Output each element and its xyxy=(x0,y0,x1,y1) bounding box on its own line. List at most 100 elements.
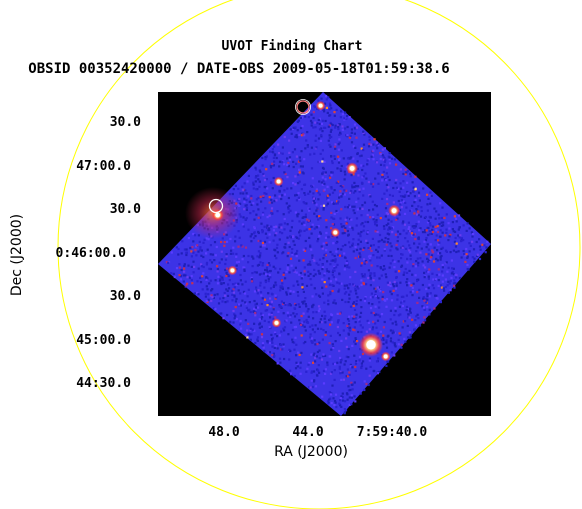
noise-pixel xyxy=(348,116,351,119)
noise-pixel xyxy=(214,254,217,257)
noise-pixel xyxy=(270,207,274,210)
noise-pixel xyxy=(204,295,207,298)
noise-pixel xyxy=(261,314,264,317)
noise-pixel xyxy=(420,206,423,209)
noise-pixel xyxy=(328,391,331,394)
noise-pixel xyxy=(409,291,412,294)
noise-pixel xyxy=(253,299,256,303)
noise-pixel xyxy=(307,270,310,273)
noise-pixel xyxy=(466,263,469,267)
noise-pixel xyxy=(321,172,324,175)
noise-pixel xyxy=(317,305,321,308)
noise-pixel xyxy=(362,258,366,261)
noise-pixel xyxy=(437,279,440,282)
noise-pixel xyxy=(190,279,193,282)
noise-pixel xyxy=(265,192,268,195)
noise-pixel xyxy=(279,343,282,346)
noise-pixel xyxy=(304,215,307,219)
noise-pixel xyxy=(229,321,232,324)
noise-pixel xyxy=(312,200,315,203)
noise-pixel xyxy=(335,266,338,269)
noise-pixel xyxy=(298,220,301,223)
noise-pixel xyxy=(309,119,313,122)
noise-pixel xyxy=(312,354,315,357)
noise-pixel xyxy=(439,252,442,255)
noise-pixel xyxy=(325,219,328,222)
noise-pixel xyxy=(340,378,343,381)
noise-pixel xyxy=(309,153,312,156)
noise-pixel xyxy=(326,270,329,273)
noise-pixel xyxy=(290,251,293,254)
noise-pixel xyxy=(310,283,313,286)
noise-pixel xyxy=(254,180,257,183)
noise-pixel xyxy=(287,161,290,165)
noise-pixel xyxy=(324,315,327,318)
noise-pixel xyxy=(447,239,450,242)
noise-pixel xyxy=(299,322,302,325)
noise-pixel xyxy=(408,331,411,334)
noise-pixel xyxy=(315,293,318,296)
noise-pixel xyxy=(367,158,370,161)
noise-pixel xyxy=(326,361,329,364)
noise-pixel xyxy=(200,265,204,268)
noise-pixel xyxy=(375,313,378,316)
noise-pixel xyxy=(308,325,312,328)
noise-pixel xyxy=(352,157,355,160)
noise-pixel xyxy=(259,291,263,294)
noise-pixel xyxy=(395,243,398,246)
noise-pixel xyxy=(318,307,321,310)
noise-pixel xyxy=(328,143,331,146)
noise-pixel xyxy=(335,278,338,281)
noise-pixel xyxy=(313,352,316,355)
noise-pixel xyxy=(403,195,406,198)
noise-pixel xyxy=(325,98,328,101)
noise-pixel xyxy=(386,166,389,169)
noise-pixel xyxy=(282,273,285,276)
noise-pixel xyxy=(324,172,327,175)
noise-pixel xyxy=(384,159,387,162)
noise-pixel xyxy=(339,312,342,315)
noise-pixel xyxy=(235,283,238,286)
noise-pixel xyxy=(308,263,311,266)
noise-pixel xyxy=(186,282,189,285)
noise-pixel xyxy=(416,209,419,212)
noise-pixel xyxy=(376,319,380,322)
noise-pixel xyxy=(279,361,282,364)
noise-pixel xyxy=(411,181,414,184)
noise-pixel xyxy=(292,236,295,239)
noise-pixel xyxy=(406,336,410,339)
noise-pixel xyxy=(310,167,314,170)
noise-pixel xyxy=(296,249,299,253)
noise-pixel xyxy=(273,355,276,358)
noise-pixel xyxy=(243,268,246,271)
noise-pixel xyxy=(255,286,258,289)
noise-pixel xyxy=(292,165,295,169)
noise-pixel xyxy=(320,321,323,324)
noise-pixel xyxy=(224,258,228,261)
noise-pixel xyxy=(444,278,447,281)
noise-pixel xyxy=(357,232,360,235)
noise-pixel xyxy=(337,143,340,146)
noise-pixel xyxy=(454,217,458,220)
noise-pixel xyxy=(326,260,329,263)
noise-pixel xyxy=(330,402,333,405)
noise-pixel xyxy=(314,385,318,388)
noise-pixel xyxy=(308,361,311,365)
noise-pixel xyxy=(354,246,357,249)
noise-pixel xyxy=(349,388,352,392)
noise-pixel xyxy=(268,270,272,273)
noise-pixel xyxy=(276,243,279,246)
noise-pixel xyxy=(424,239,428,242)
noise-pixel xyxy=(267,302,271,306)
noise-pixel xyxy=(383,147,386,150)
noise-pixel xyxy=(408,226,411,229)
noise-pixel xyxy=(307,308,310,311)
noise-pixel xyxy=(297,212,300,216)
noise-pixel xyxy=(287,314,290,317)
noise-pixel xyxy=(319,232,322,235)
noise-pixel xyxy=(437,213,440,216)
noise-pixel xyxy=(323,253,326,257)
noise-pixel xyxy=(362,360,365,363)
noise-pixel xyxy=(240,327,243,330)
noise-pixel xyxy=(385,198,389,201)
